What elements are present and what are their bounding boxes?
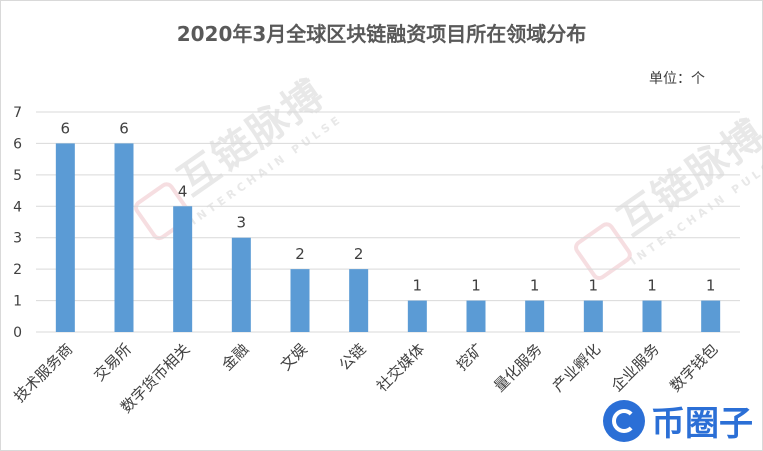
data-label: 4 <box>178 182 188 200</box>
x-tick-label: 企业服务 <box>608 340 663 395</box>
data-label: 2 <box>354 245 364 263</box>
data-label: 2 <box>295 245 305 263</box>
data-label: 1 <box>706 277 716 295</box>
y-tick-label: 3 <box>13 231 22 247</box>
bar <box>466 300 486 332</box>
bar <box>701 300 721 332</box>
x-tick-label: 交易所 <box>90 340 135 385</box>
x-tick-label: 挖矿 <box>453 340 487 374</box>
data-label: 1 <box>413 277 423 295</box>
bar <box>583 300 603 332</box>
data-label: 3 <box>237 214 247 232</box>
bar <box>407 300 427 332</box>
y-tick-label: 7 <box>13 105 22 121</box>
x-tick-label: 社交媒体 <box>373 340 428 395</box>
bar <box>231 237 251 332</box>
data-label: 1 <box>589 277 599 295</box>
data-label: 1 <box>647 277 657 295</box>
y-tick-label: 5 <box>13 168 22 184</box>
y-tick-label: 6 <box>13 136 22 152</box>
data-label: 6 <box>61 119 71 137</box>
bar <box>55 143 75 332</box>
x-tick-label: 量化服务 <box>490 340 545 395</box>
bar <box>642 300 662 332</box>
bar <box>290 269 310 332</box>
unit-label: 单位：个 <box>649 71 705 87</box>
y-tick-label: 2 <box>13 262 22 278</box>
brand-logo: 币圈子 <box>603 396 753 445</box>
x-tick-label: 文娱 <box>277 340 311 374</box>
x-tick-label: 公链 <box>336 340 370 374</box>
chart-title: 2020年3月全球区块链融资项目所在领域分布 <box>176 22 587 46</box>
bar <box>349 269 369 332</box>
data-label: 1 <box>471 277 481 295</box>
bar <box>114 143 134 332</box>
x-tick-label: 数字钱包 <box>666 340 721 395</box>
data-label: 6 <box>119 119 129 137</box>
brand-logo-icon <box>603 399 645 442</box>
x-tick-label: 产业孵化 <box>549 340 604 395</box>
x-tick-label: 技术服务商 <box>10 340 76 406</box>
x-tick-label: 金融 <box>218 340 252 374</box>
data-label: 1 <box>530 277 540 295</box>
y-tick-label: 4 <box>13 199 22 215</box>
bar <box>525 300 545 332</box>
y-tick-label: 1 <box>13 294 22 310</box>
bar <box>173 206 193 332</box>
y-tick-label: 0 <box>13 325 22 341</box>
